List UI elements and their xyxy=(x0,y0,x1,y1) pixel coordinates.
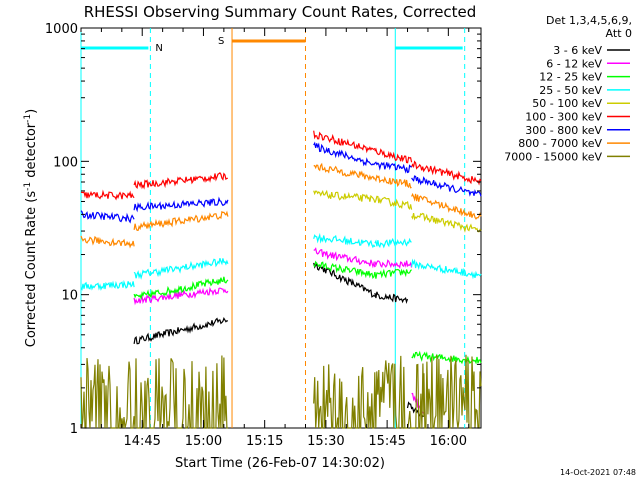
series-trace xyxy=(374,291,409,304)
series-trace xyxy=(411,350,482,365)
plot-frame xyxy=(80,27,482,429)
series-trace xyxy=(313,232,376,249)
series-trace xyxy=(133,317,229,345)
series-trace xyxy=(411,160,482,186)
series-trace xyxy=(374,259,413,269)
series-trace xyxy=(80,189,135,201)
legend-label: 800 - 7000 keV xyxy=(518,137,602,150)
series-trace xyxy=(133,196,229,213)
series-trace xyxy=(313,141,376,167)
series-trace xyxy=(411,258,482,280)
legend-header-line-2: Att 0 xyxy=(606,27,632,40)
y-axis-label-end: ) xyxy=(24,109,39,114)
series-lines xyxy=(80,130,482,429)
series-trace xyxy=(313,130,376,154)
x-axis-label: Start Time (26-Feb-07 14:30:02) xyxy=(175,456,385,471)
series-trace xyxy=(133,286,229,306)
series-trace xyxy=(80,210,135,224)
series-trace xyxy=(374,268,412,279)
y-tick-label: 1000 xyxy=(45,22,78,37)
x-tick-label: 14:45 xyxy=(123,434,160,449)
y-axis-label-main: Corrected Count Rate (s xyxy=(24,191,39,348)
series-trace xyxy=(411,212,482,233)
x-axis-ticks: 14:45 15:00 15:15 15:30 15:45 16:00 xyxy=(80,28,470,449)
series-trace xyxy=(313,260,376,280)
series-trace xyxy=(313,262,376,298)
x-tick-label: 15:45 xyxy=(368,434,405,449)
legend-label: 7000 - 15000 keV xyxy=(504,150,602,163)
y-tick-label: 1 xyxy=(70,422,78,437)
series-trace xyxy=(133,172,228,190)
series-trace xyxy=(374,195,413,211)
footer-date: 14-Oct-2021 07:48 xyxy=(560,468,636,477)
series-trace xyxy=(80,279,135,291)
legend-label: 6 - 12 keV xyxy=(546,57,602,70)
chart-title: RHESSI Observing Summary Count Rates, Co… xyxy=(84,3,477,21)
y-tick-label: 100 xyxy=(53,155,78,170)
legend-label: 25 - 50 keV xyxy=(539,84,602,97)
y-axis-label-exp2: -1 xyxy=(23,114,33,123)
y-axis-label-mid: detector xyxy=(24,122,39,182)
series-trace xyxy=(423,354,482,429)
saa-label: S xyxy=(218,36,224,47)
series-trace xyxy=(374,237,412,249)
x-tick-label: 15:00 xyxy=(185,434,222,449)
series-trace xyxy=(411,192,482,220)
series-trace xyxy=(80,235,135,249)
x-tick-label: 16:00 xyxy=(430,434,467,449)
y-axis-label: Corrected Count Rate (s-1 detector-1) xyxy=(23,109,39,347)
x-tick-label: 15:15 xyxy=(246,434,283,449)
y-tick-label: 10 xyxy=(61,289,78,304)
saa-markers: S xyxy=(218,28,306,428)
night-markers: N xyxy=(80,28,466,428)
legend-label: 50 - 100 keV xyxy=(532,97,602,110)
series-trace xyxy=(133,258,229,280)
series-trace xyxy=(374,174,412,189)
night-label: N xyxy=(155,43,162,54)
y-axis-ticks: 1 10 100 1000 xyxy=(45,22,481,437)
series-trace xyxy=(374,161,412,174)
series-trace xyxy=(133,210,229,232)
series-trace xyxy=(313,247,376,269)
series-trace xyxy=(313,355,425,429)
series-trace xyxy=(80,355,228,429)
plot-area xyxy=(80,27,482,429)
x-tick-label: 15:30 xyxy=(307,434,344,449)
legend-label: 100 - 300 keV xyxy=(525,111,602,124)
y-axis-label-exp1: -1 xyxy=(23,182,33,191)
series-trace xyxy=(313,189,376,203)
legend-header-line-1: Det 1,3,4,5,6,9, xyxy=(546,14,632,27)
series-trace xyxy=(133,276,229,301)
series-trace xyxy=(411,175,482,197)
legend-label: 12 - 25 keV xyxy=(539,71,602,84)
legend-label: 3 - 6 keV xyxy=(553,44,602,57)
series-trace xyxy=(313,162,376,182)
legend-label: 300 - 800 keV xyxy=(525,124,602,137)
series-trace xyxy=(374,147,413,164)
